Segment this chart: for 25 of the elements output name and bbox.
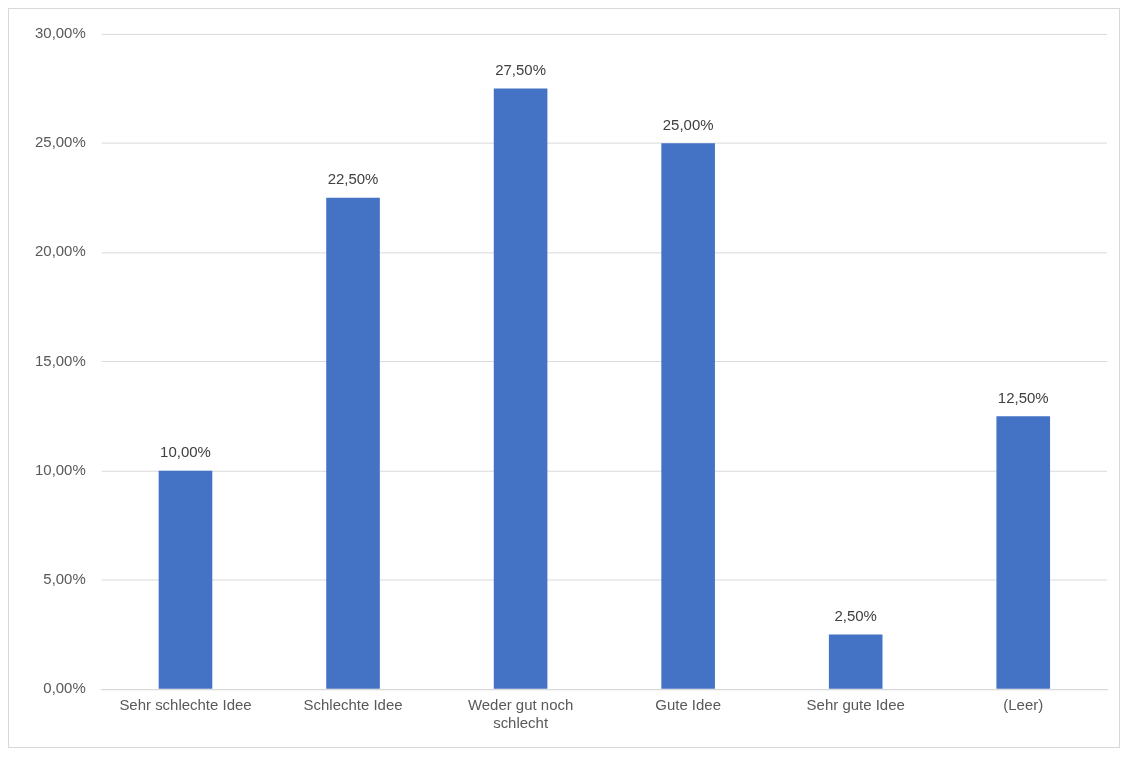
bar — [158, 470, 213, 689]
bar — [996, 416, 1051, 689]
bar — [661, 143, 715, 689]
y-tick-label: 15,00% — [34, 351, 86, 369]
data-label: 2,50% — [834, 607, 877, 625]
data-label: 25,00% — [662, 115, 714, 133]
x-tick-label: Schlechte Idee — [303, 696, 403, 714]
bar — [326, 197, 380, 689]
data-label: 10,00% — [160, 443, 211, 461]
y-tick-label: 10,00% — [34, 460, 86, 478]
y-tick-label: 30,00% — [34, 24, 86, 42]
x-tick-label: Sehr gute Idee — [806, 696, 905, 714]
y-tick-label: 5,00% — [43, 570, 86, 588]
data-label: 12,50% — [997, 388, 1049, 406]
x-tick-label: Gute Idee — [655, 696, 721, 714]
data-label: 22,50% — [327, 170, 379, 188]
y-tick-label: 25,00% — [34, 133, 86, 151]
x-tick-label: (Leer) — [1003, 696, 1044, 714]
x-tick-label: Sehr schlechte Idee — [119, 696, 252, 714]
x-tick-label: Weder gut noch schlecht — [467, 696, 574, 732]
y-tick-label: 0,00% — [43, 679, 86, 697]
data-label: 27,50% — [495, 61, 546, 79]
bar — [828, 634, 883, 689]
bar — [493, 88, 548, 689]
y-tick-label: 20,00% — [34, 242, 86, 260]
